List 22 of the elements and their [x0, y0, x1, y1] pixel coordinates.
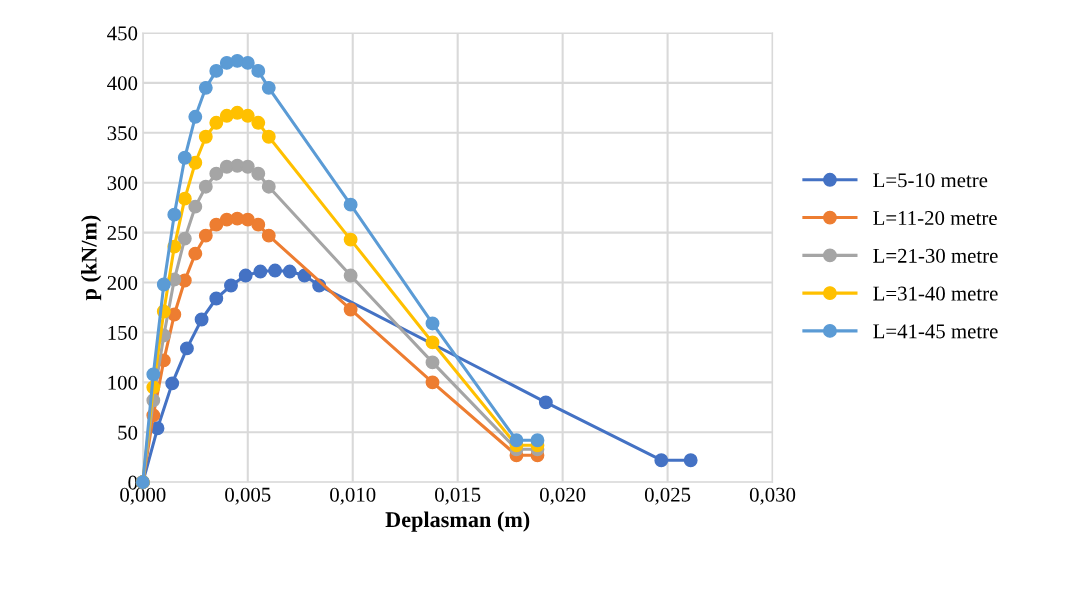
- y-tick-label: 50: [118, 425, 138, 440]
- y-tick-label: 350: [107, 126, 138, 141]
- legend-label: L=5-10 metre: [873, 173, 988, 188]
- legend-label: L=11-20 metre: [873, 211, 997, 226]
- y-tick-label: 400: [107, 76, 138, 91]
- x-tick-label: 0,010: [330, 487, 376, 505]
- y-axis-title: p (kN/m): [81, 215, 102, 301]
- y-tick-label: 300: [107, 176, 138, 191]
- x-tick-label: 0,025: [644, 487, 691, 505]
- x-tick-label: 0,020: [540, 487, 586, 505]
- legend-label: L=31-40 metre: [873, 286, 998, 301]
- x-tick-label: 0,005: [225, 487, 271, 505]
- y-tick-label: 100: [108, 375, 138, 390]
- legend-label: L=41-45 metre: [873, 324, 998, 339]
- y-tick-label: 150: [108, 325, 138, 340]
- x-axis-title: Deplasman (m): [385, 511, 530, 532]
- legend-label: L=21-30 metre: [873, 248, 998, 263]
- x-tick-label: 0,015: [435, 487, 481, 505]
- y-tick-label: 200: [107, 275, 138, 290]
- y-tick-label: 450: [107, 26, 138, 41]
- y-tick-label: 250: [107, 225, 138, 241]
- x-tick-label: 0,030: [749, 487, 796, 505]
